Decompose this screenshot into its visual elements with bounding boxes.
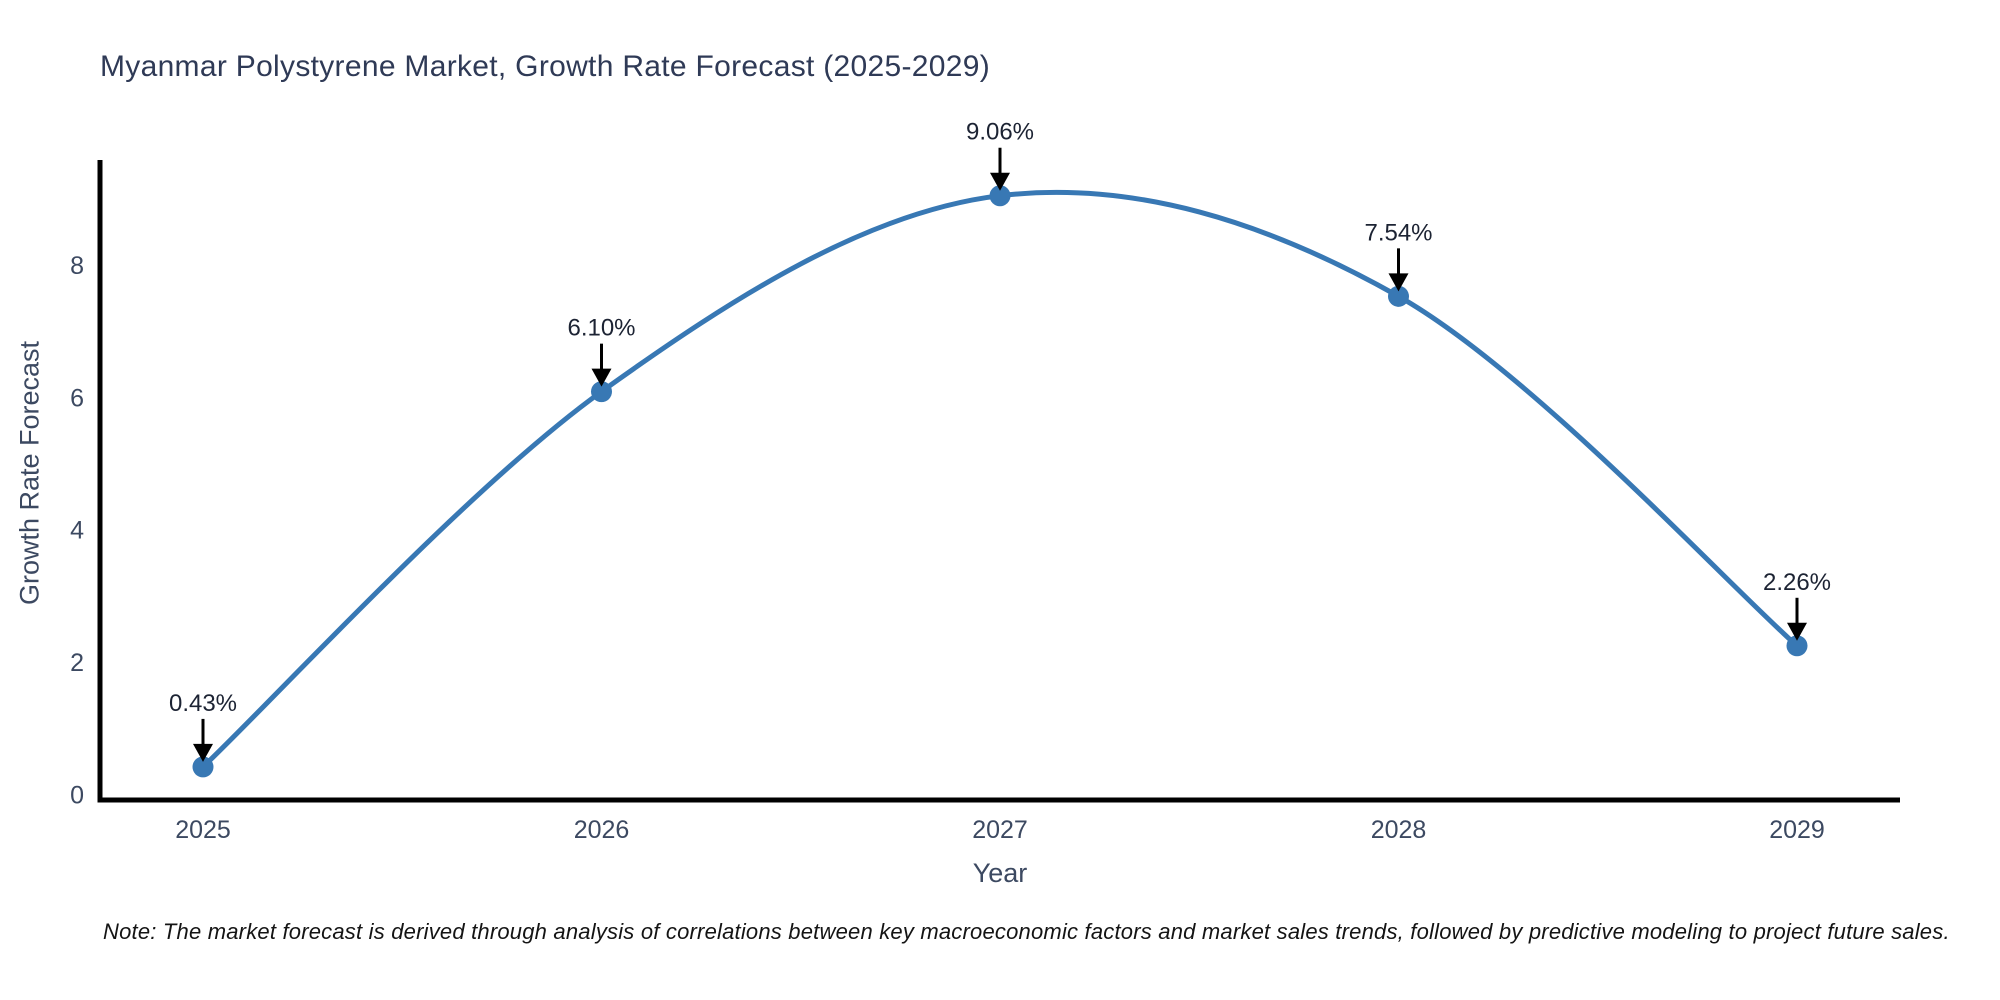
x-axis-title: Year	[972, 858, 1028, 888]
data-point	[192, 756, 214, 778]
x-tick-label: 2028	[1371, 816, 1427, 844]
y-tick-label: 6	[70, 384, 84, 412]
data-point	[591, 381, 612, 403]
x-tick-label: 2026	[574, 816, 630, 844]
y-tick-label: 2	[70, 649, 84, 677]
forecast-line	[200, 189, 1800, 770]
x-tick-label: 2029	[1769, 816, 1825, 844]
annotation-arrow-head	[591, 368, 612, 387]
annotation-label: 0.43%	[169, 690, 237, 717]
y-tick-label: 8	[70, 252, 84, 280]
data-point	[1388, 285, 1409, 307]
data-point	[989, 185, 1011, 207]
chart-title: Myanmar Polystyrene Market, Growth Rate …	[100, 50, 991, 83]
annotation-label: 9.06%	[966, 119, 1034, 146]
annotation-label: 7.54%	[1364, 219, 1432, 246]
annotation-arrow-head	[990, 172, 1010, 191]
data-point	[1786, 635, 1808, 657]
y-axis-title: Growth Rate Forecast	[14, 340, 45, 606]
annotation-arrow-head	[1787, 622, 1807, 641]
y-tick-label: 0	[70, 781, 84, 809]
footnote: Note: The market forecast is derived thr…	[103, 919, 1950, 944]
annotation-label: 2.26%	[1763, 569, 1831, 596]
annotation-arrow-head	[193, 743, 213, 762]
annotation-arrow-head	[1388, 273, 1409, 292]
x-tick-label: 2025	[175, 816, 231, 844]
annotation-label: 6.10%	[567, 315, 635, 342]
y-tick-label: 4	[70, 517, 84, 545]
x-tick-label: 2027	[972, 816, 1028, 844]
